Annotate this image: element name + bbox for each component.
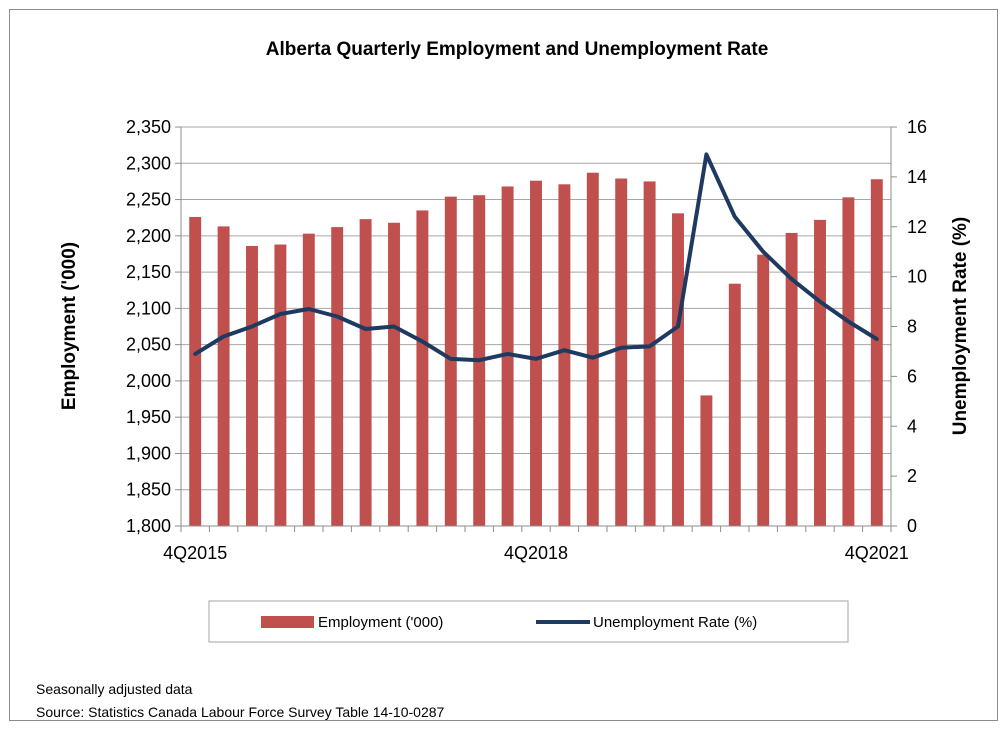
y-tick-label: 1,800 [126, 516, 171, 536]
employment-bar [586, 172, 599, 526]
employment-bar [331, 227, 344, 526]
employment-bar [643, 181, 656, 526]
legend-label-unemployment: Unemployment Rate (%) [593, 614, 757, 631]
y2-tick-label: 16 [907, 117, 927, 137]
employment-bar [672, 213, 684, 526]
footnote-source: Source: Statistics Canada Labour Force S… [36, 704, 445, 720]
y2-tick-label: 6 [907, 366, 917, 386]
y-tick-label: 1,850 [126, 480, 171, 500]
employment-bar [444, 196, 457, 527]
employment-bar [189, 216, 202, 526]
employment-bar [870, 179, 883, 526]
x-tick-label: 4Q2015 [163, 543, 227, 563]
x-tick-label: 4Q2021 [845, 543, 909, 563]
employment-bar [785, 232, 798, 526]
employment-bar [700, 395, 713, 526]
chart-title: Alberta Quarterly Employment and Unemplo… [266, 39, 769, 60]
employment-bar [728, 283, 741, 526]
legend: Employment ('000) Unemployment Rate (%) [208, 600, 849, 643]
y-tick-label: 2,300 [126, 153, 171, 173]
employment-bar [416, 210, 429, 526]
employment-bars [189, 172, 883, 527]
y-tick-label: 1,950 [126, 407, 171, 427]
employment-bar [814, 219, 826, 526]
y2-tick-label: 14 [907, 167, 927, 187]
y2-tick-label: 8 [907, 317, 917, 337]
y-tick-label: 1,900 [126, 443, 171, 463]
unemployment-line [193, 152, 879, 363]
employment-bar [757, 254, 770, 526]
y-tick-label: 2,050 [126, 335, 171, 355]
chart-frame [9, 9, 998, 721]
employment-bar [274, 244, 287, 527]
legend-swatch-employment [261, 616, 314, 628]
x-tick-label: 4Q2018 [504, 543, 568, 563]
y-tick-label: 2,350 [126, 117, 171, 137]
y-tick-label: 2,200 [126, 226, 171, 246]
employment-bar [302, 233, 315, 526]
tick-labels: 1,800 1,850 1,900 1,950 2,000 2,050 2,100 2,150… [126, 117, 927, 563]
employment-bar [558, 184, 571, 526]
employment-bar [359, 219, 372, 526]
unemployment-rate-line [193, 152, 879, 363]
footnote-adjusted: Seasonally adjusted data [36, 681, 193, 697]
y2-tick-label: 4 [907, 416, 917, 436]
y-axis-title: Employment ('000) [59, 242, 80, 410]
y-tick-label: 2,100 [126, 298, 171, 318]
y-tick-label: 2,150 [126, 262, 171, 282]
y2-axis-title: Unemployment Rate (%) [950, 217, 971, 436]
axes [175, 126, 897, 532]
employment-bar [388, 222, 400, 526]
y2-tick-label: 2 [907, 466, 917, 486]
legend-label-employment: Employment ('000) [318, 614, 443, 631]
employment-bar [615, 178, 628, 527]
employment-bar [842, 197, 855, 527]
legend-box [208, 600, 849, 643]
y-tick-label: 2,250 [126, 190, 171, 210]
employment-bar [530, 180, 542, 526]
employment-bar [246, 245, 258, 526]
y2-tick-label: 0 [907, 516, 917, 536]
y-tick-label: 2,000 [126, 371, 171, 391]
y2-tick-label: 12 [907, 217, 927, 237]
employment-bar [217, 226, 230, 526]
employment-bar [501, 186, 514, 526]
y2-tick-label: 10 [907, 267, 927, 287]
